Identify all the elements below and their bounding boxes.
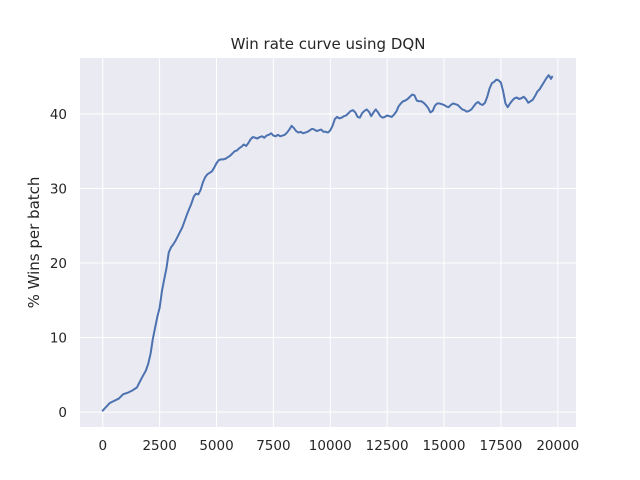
y-axis-ticks: 0 10 20 30 40	[50, 107, 67, 421]
series-line	[101, 74, 554, 412]
x-tick-label: 17500	[479, 438, 522, 454]
x-tick-label: 2500	[142, 438, 176, 454]
x-tick-label: 15000	[423, 438, 466, 454]
x-tick-label: 5000	[199, 438, 233, 454]
x-tick-label: 0	[98, 438, 107, 454]
x-tick-label: 7500	[256, 438, 290, 454]
x-tick-label: 20000	[536, 438, 579, 454]
y-tick-label: 30	[50, 181, 67, 197]
grid-lines	[80, 58, 576, 427]
y-tick-label: 0	[58, 405, 67, 421]
x-tick-label: 12500	[366, 438, 409, 454]
plot-background	[80, 58, 576, 427]
y-tick-label: 40	[50, 107, 67, 123]
y-tick-label: 20	[50, 256, 67, 272]
y-tick-label: 10	[50, 331, 67, 347]
x-axis-ticks: 0 2500 5000 7500 10000 12500 15000 17500 20000	[98, 438, 579, 454]
x-tick-label: 10000	[309, 438, 352, 454]
y-axis-label: % Wins per batch	[25, 177, 43, 309]
chart-title: Win rate curve using DQN	[231, 35, 426, 53]
